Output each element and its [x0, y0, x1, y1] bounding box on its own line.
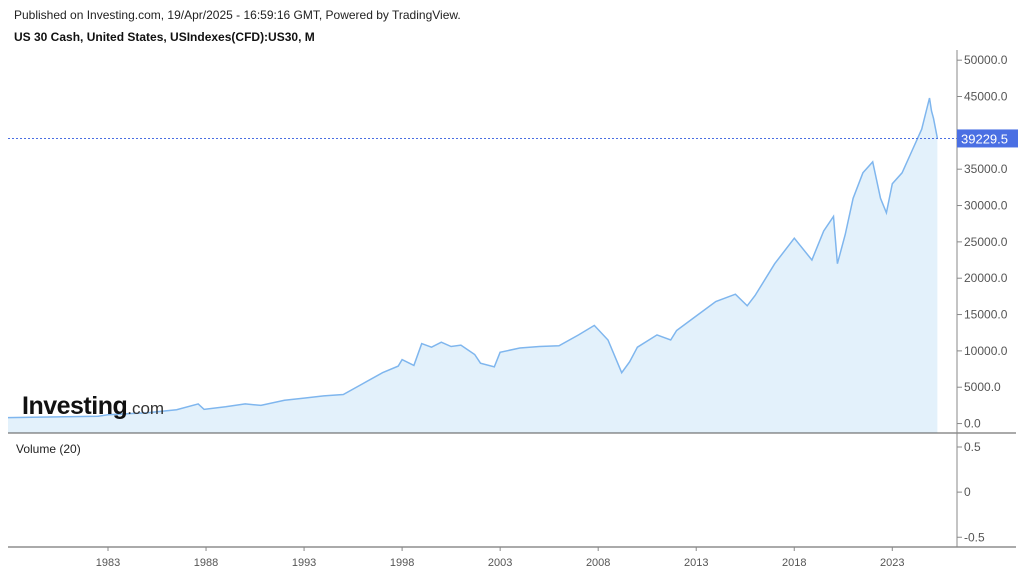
last-price-label: 39229.5: [961, 131, 1008, 146]
x-tick-label: 1993: [292, 557, 316, 569]
price-area: [8, 98, 938, 433]
x-tick-label: 2008: [586, 557, 610, 569]
y-tick-label: 0.0: [964, 417, 981, 431]
logo-suffix: .com: [127, 399, 165, 418]
price-line: [7, 97, 939, 419]
y-tick-label: 20000.0: [964, 271, 1008, 285]
y-tick-label: 15000.0: [964, 308, 1008, 322]
x-tick-label: 2003: [488, 557, 512, 569]
y-tick-label: 10000.0: [964, 344, 1008, 358]
y-tick-label: 5000.0: [964, 380, 1001, 394]
y-tick-label: 50000.0: [964, 53, 1008, 67]
published-note: Published on Investing.com, 19/Apr/2025 …: [14, 8, 461, 22]
x-tick-label: 2018: [782, 557, 806, 569]
y-tick-label: 30000.0: [964, 199, 1008, 213]
x-tick-label: 2023: [880, 557, 904, 569]
chart-title: US 30 Cash, United States, USIndexes(CFD…: [14, 30, 315, 44]
x-tick-label: 1998: [390, 557, 414, 569]
x-tick-label: 1983: [96, 557, 120, 569]
logo-main: Investing: [22, 392, 128, 420]
volume-tick-label: -0.5: [964, 530, 985, 544]
last-price-badge: [957, 129, 1018, 148]
volume-tick-label: 0: [964, 485, 971, 499]
x-tick-label: 1988: [194, 557, 218, 569]
volume-label: Volume (20): [16, 442, 81, 456]
x-tick-label: 2013: [684, 557, 708, 569]
volume-tick-label: 0.5: [964, 440, 981, 454]
investing-logo: Investing.com: [22, 392, 164, 421]
y-tick-label: 35000.0: [964, 162, 1008, 176]
y-tick-label: 45000.0: [964, 90, 1008, 104]
y-tick-label: 25000.0: [964, 235, 1008, 249]
